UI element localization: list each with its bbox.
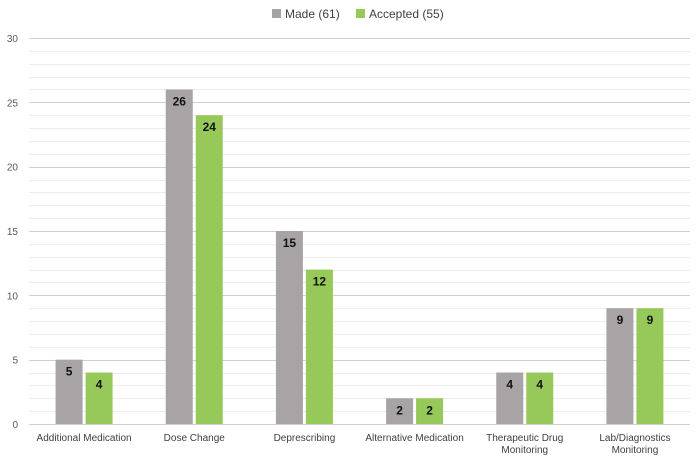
y-tick-label: 10 — [7, 291, 19, 302]
bar-made[interactable] — [606, 308, 634, 424]
bar-made[interactable] — [55, 359, 83, 424]
x-tick-label: Alternative Medication — [365, 433, 463, 444]
x-tick-label: Monitoring — [501, 445, 548, 456]
x-tick-label: Lab/Diagnostics — [599, 433, 670, 444]
data-label: 12 — [313, 275, 327, 289]
data-label: 4 — [96, 378, 103, 392]
legend-swatch-made[interactable] — [272, 9, 281, 18]
legend-label-made[interactable]: Made (61) — [285, 7, 340, 21]
bar-accepted[interactable] — [305, 269, 333, 424]
data-label: 2 — [396, 403, 403, 417]
data-label: 4 — [536, 378, 543, 392]
legend-swatch-accepted[interactable] — [356, 9, 365, 18]
x-tick-label: Monitoring — [612, 445, 659, 456]
bar-made[interactable] — [275, 231, 303, 424]
y-tick-label: 0 — [12, 420, 18, 431]
legend-label-accepted[interactable]: Accepted (55) — [369, 7, 444, 21]
bar-accepted[interactable] — [636, 308, 664, 424]
y-tick-label: 25 — [7, 98, 19, 109]
y-tick-label: 5 — [12, 356, 18, 367]
gridlines — [29, 38, 690, 425]
x-tick-label: Deprescribing — [274, 433, 336, 444]
bar-made[interactable] — [386, 398, 414, 424]
bars — [55, 89, 664, 424]
bar-made[interactable] — [165, 89, 193, 424]
bar-accepted[interactable] — [526, 372, 554, 424]
legend[interactable]: Made (61) Accepted (55) — [272, 7, 444, 21]
data-label: 4 — [506, 378, 513, 392]
bar-accepted[interactable] — [85, 372, 113, 424]
y-tick-label: 20 — [7, 163, 19, 174]
x-tick-label: Therapeutic Drug — [486, 433, 563, 444]
bar-made[interactable] — [496, 372, 524, 424]
data-label: 9 — [647, 313, 654, 327]
bar-accepted[interactable] — [416, 398, 444, 424]
y-tick-label: 30 — [7, 34, 19, 45]
x-axis: Additional Medication Dose Change Deprescr… — [37, 433, 671, 456]
data-label: 26 — [173, 94, 187, 108]
y-axis: 0 5 10 15 20 25 30 — [7, 34, 19, 431]
x-tick-label: Dose Change — [164, 433, 226, 444]
x-tick-label: Additional Medication — [37, 433, 132, 444]
data-label: 24 — [203, 120, 217, 134]
data-label: 2 — [426, 403, 433, 417]
bar-accepted[interactable] — [195, 115, 223, 424]
data-label: 5 — [66, 365, 73, 379]
data-label: 9 — [617, 313, 624, 327]
y-tick-label: 15 — [7, 227, 19, 238]
data-label: 15 — [283, 236, 297, 250]
